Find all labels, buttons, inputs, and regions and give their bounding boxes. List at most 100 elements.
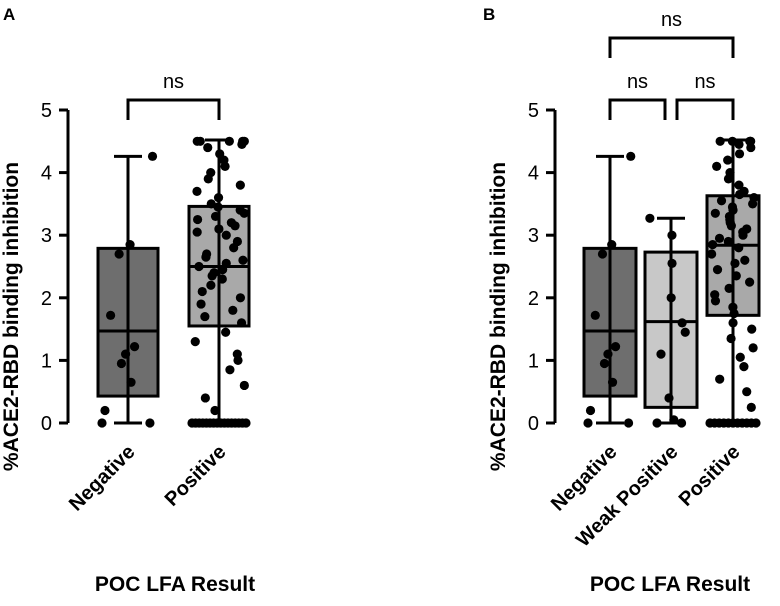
data-point — [192, 136, 202, 146]
data-point — [740, 255, 750, 265]
box-negative — [582, 151, 638, 428]
data-point — [746, 402, 756, 412]
data-point — [210, 405, 220, 416]
box-positive — [705, 136, 761, 428]
data-point — [676, 418, 687, 428]
data-point — [664, 393, 674, 403]
y-tick-label: 1 — [528, 350, 539, 372]
data-point — [221, 327, 231, 337]
bracket-line — [608, 36, 735, 58]
data-point — [745, 136, 755, 146]
data-point — [747, 324, 757, 334]
y-tick-label: 3 — [41, 225, 52, 247]
data-point — [751, 418, 761, 428]
data-point — [707, 249, 717, 259]
data-point — [129, 342, 140, 352]
bracket-line — [608, 98, 667, 120]
data-point — [206, 168, 216, 178]
data-point — [667, 258, 677, 268]
data-point — [192, 186, 202, 196]
data-point — [192, 227, 202, 237]
data-point — [652, 418, 662, 428]
data-point — [724, 283, 734, 294]
data-point — [728, 302, 738, 312]
data-point — [100, 405, 110, 416]
panel-letter: A — [3, 5, 15, 24]
data-point — [193, 214, 203, 225]
data-point — [126, 377, 136, 387]
data-point — [213, 193, 224, 203]
data-point — [731, 271, 741, 281]
x-axis-title: POC LFA Result — [95, 573, 255, 596]
significance-label: ns — [627, 71, 648, 93]
data-point — [712, 161, 722, 171]
data-point — [106, 310, 116, 320]
panel-a: A %ACE2-RBD binding inhibition 0 1 2 3 4 5 Negat… — [0, 5, 255, 596]
data-point — [241, 418, 251, 428]
data-point — [215, 149, 225, 159]
data-point — [677, 318, 687, 328]
data-point — [745, 277, 755, 287]
data-point — [239, 136, 249, 146]
data-point — [680, 327, 690, 337]
data-point — [206, 199, 216, 209]
bracket-line — [675, 98, 735, 120]
data-point — [734, 149, 745, 159]
data-point — [710, 208, 720, 218]
data-point — [742, 224, 752, 234]
data-point — [206, 280, 216, 290]
data-point — [727, 202, 738, 212]
data-point — [590, 310, 600, 320]
data-point — [585, 405, 596, 416]
data-point — [610, 342, 621, 352]
data-point — [114, 249, 124, 259]
y-tick-label: 4 — [41, 163, 52, 185]
category-label: Positive — [675, 441, 745, 511]
category-label: Negative — [65, 441, 140, 516]
y-tick-label: 2 — [528, 288, 539, 310]
data-point — [645, 213, 655, 223]
y-axis-title: %ACE2-RBD binding inhibition — [0, 162, 23, 471]
y-tick-label: 5 — [528, 100, 539, 122]
data-point — [202, 249, 212, 259]
data-point — [735, 352, 745, 362]
data-point — [708, 239, 718, 250]
data-point — [716, 196, 727, 206]
box-negative — [96, 151, 160, 428]
data-point — [232, 236, 243, 247]
data-point — [190, 337, 200, 347]
data-point — [224, 136, 234, 146]
data-point — [228, 305, 238, 315]
significance-bracket: ns — [675, 71, 735, 120]
data-point — [597, 249, 608, 259]
data-point — [623, 418, 634, 428]
y-axis-title: %ACE2-RBD binding inhibition — [487, 162, 510, 471]
data-point — [197, 286, 207, 297]
y-tick-label: 5 — [41, 100, 52, 122]
data-point — [725, 168, 735, 178]
panel-b: B%ACE2-RBD binding inhibition 012345Negat… — [483, 5, 761, 596]
data-point — [214, 224, 224, 234]
bracket-line — [126, 98, 221, 120]
data-point — [147, 151, 158, 161]
y-tick-label: 0 — [528, 413, 539, 435]
data-point — [225, 365, 235, 375]
panel-letter: B — [483, 5, 495, 24]
data-point — [125, 239, 135, 250]
significance-label: ns — [694, 71, 715, 93]
data-point — [209, 268, 219, 278]
data-point — [723, 155, 733, 165]
significance-bracket: ns — [126, 71, 221, 120]
data-point — [120, 349, 131, 359]
y-tick-label: 3 — [528, 225, 539, 247]
data-point — [603, 349, 613, 359]
data-point — [712, 265, 723, 275]
data-point — [210, 211, 221, 222]
data-point — [232, 349, 242, 359]
data-point — [221, 258, 231, 268]
data-point — [714, 233, 725, 243]
data-point — [626, 151, 636, 161]
y-tick-label: 2 — [41, 288, 52, 310]
data-point — [235, 293, 246, 303]
data-point — [656, 349, 666, 359]
